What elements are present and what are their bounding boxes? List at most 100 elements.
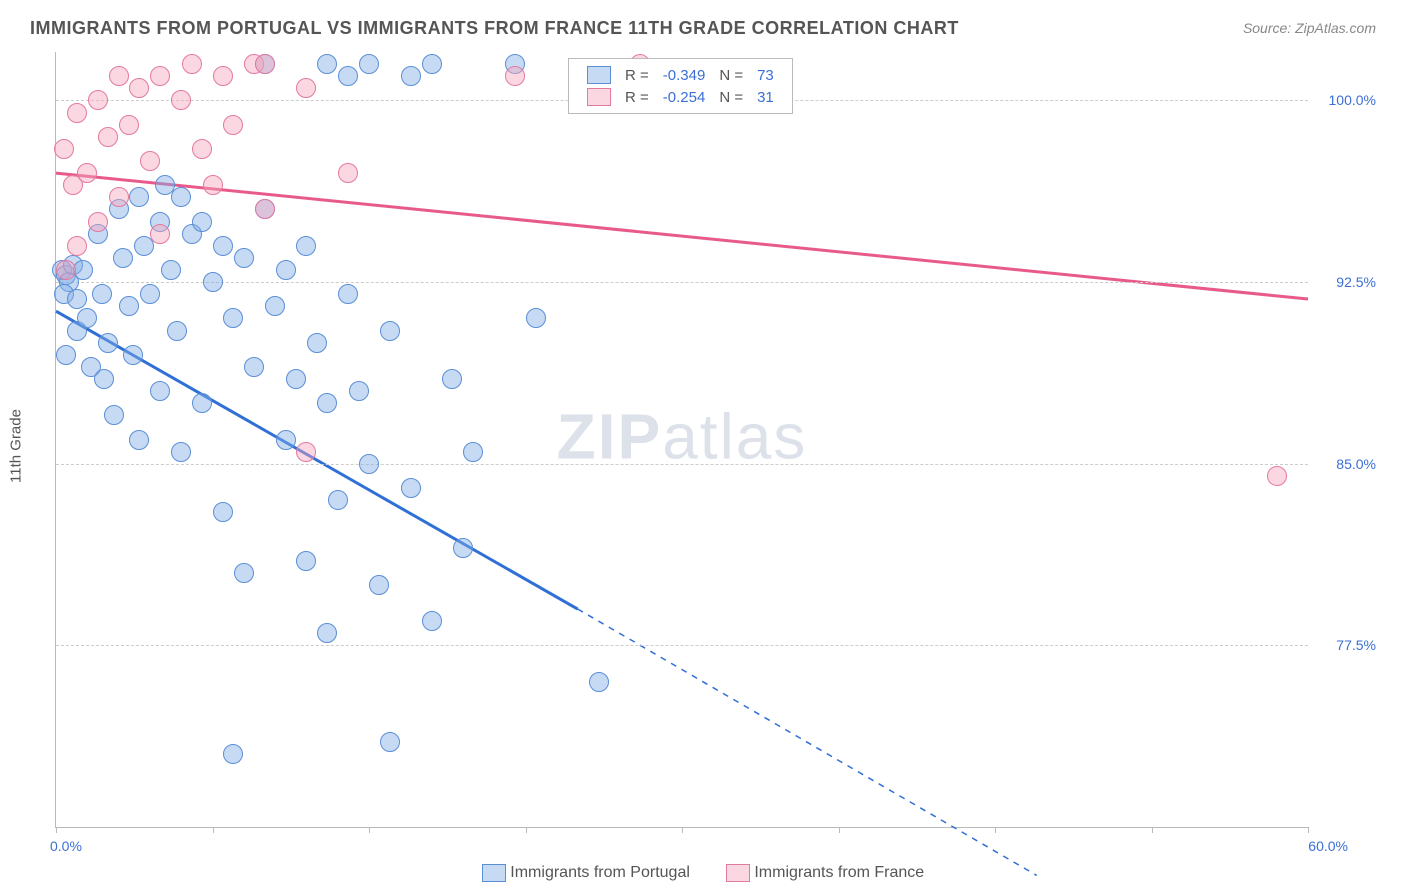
- regression-lines-layer: [56, 52, 1308, 827]
- data-point: [203, 175, 223, 195]
- x-min-label: 0.0%: [50, 838, 82, 854]
- y-tick-label: 92.5%: [1336, 274, 1376, 290]
- series-legend-item: Immigrants from France: [726, 864, 924, 882]
- data-point: [255, 54, 275, 74]
- stat-N-value: 31: [751, 87, 780, 107]
- plot-area: ZIPatlas R =-0.349N =73R =-0.254N =31 77…: [55, 52, 1308, 828]
- data-point: [98, 127, 118, 147]
- data-point: [192, 139, 212, 159]
- regression-line-solid: [56, 173, 1308, 299]
- data-point: [56, 260, 76, 280]
- data-point: [296, 236, 316, 256]
- stat-R-value: -0.254: [657, 87, 712, 107]
- x-tick: [995, 827, 996, 833]
- data-point: [104, 405, 124, 425]
- x-tick: [839, 827, 840, 833]
- data-point: [380, 321, 400, 341]
- source-attribution: Source: ZipAtlas.com: [1243, 20, 1376, 36]
- data-point: [223, 308, 243, 328]
- stats-legend-row: R =-0.349N =73: [581, 65, 780, 85]
- x-tick: [526, 827, 527, 833]
- data-point: [338, 66, 358, 86]
- data-point: [119, 296, 139, 316]
- stat-N-value: 73: [751, 65, 780, 85]
- series-label: Immigrants from Portugal: [510, 864, 690, 881]
- data-point: [213, 236, 233, 256]
- data-point: [317, 54, 337, 74]
- stat-R-label: R =: [619, 87, 655, 107]
- data-point: [1267, 466, 1287, 486]
- series-label: Immigrants from France: [754, 864, 924, 881]
- data-point: [77, 163, 97, 183]
- data-point: [359, 454, 379, 474]
- y-axis-label: 11th Grade: [8, 409, 25, 483]
- legend-swatch: [587, 88, 611, 106]
- data-point: [113, 248, 133, 268]
- data-point: [255, 199, 275, 219]
- data-point: [123, 345, 143, 365]
- data-point: [317, 623, 337, 643]
- gridline: [56, 645, 1308, 646]
- data-point: [77, 308, 97, 328]
- y-tick-label: 77.5%: [1336, 637, 1376, 653]
- data-point: [234, 248, 254, 268]
- data-point: [276, 260, 296, 280]
- data-point: [442, 369, 462, 389]
- data-point: [422, 54, 442, 74]
- data-point: [109, 66, 129, 86]
- data-point: [265, 296, 285, 316]
- data-point: [167, 321, 187, 341]
- legend-swatch: [587, 66, 611, 84]
- chart-title: IMMIGRANTS FROM PORTUGAL VS IMMIGRANTS F…: [30, 18, 959, 39]
- data-point: [223, 744, 243, 764]
- x-tick: [56, 827, 57, 833]
- data-point: [92, 284, 112, 304]
- data-point: [286, 369, 306, 389]
- data-point: [182, 54, 202, 74]
- x-tick: [213, 827, 214, 833]
- stats-legend-body: R =-0.349N =73R =-0.254N =31: [581, 65, 780, 107]
- data-point: [88, 90, 108, 110]
- x-tick: [1308, 827, 1309, 833]
- series-legend-item: Immigrants from Portugal: [482, 864, 690, 882]
- data-point: [140, 151, 160, 171]
- data-point: [67, 289, 87, 309]
- data-point: [129, 78, 149, 98]
- legend-swatch: [482, 864, 506, 882]
- data-point: [276, 430, 296, 450]
- data-point: [338, 163, 358, 183]
- y-tick-label: 85.0%: [1336, 456, 1376, 472]
- x-tick: [682, 827, 683, 833]
- data-point: [67, 103, 87, 123]
- gridline: [56, 282, 1308, 283]
- data-point: [67, 236, 87, 256]
- data-point: [98, 333, 118, 353]
- data-point: [223, 115, 243, 135]
- data-point: [328, 490, 348, 510]
- data-point: [150, 381, 170, 401]
- data-point: [369, 575, 389, 595]
- regression-line-dashed: [578, 609, 1037, 875]
- data-point: [422, 611, 442, 631]
- data-point: [150, 66, 170, 86]
- data-point: [140, 284, 160, 304]
- data-point: [359, 54, 379, 74]
- data-point: [380, 732, 400, 752]
- data-point: [401, 478, 421, 498]
- data-point: [129, 430, 149, 450]
- data-point: [244, 357, 264, 377]
- x-tick: [369, 827, 370, 833]
- data-point: [192, 393, 212, 413]
- legend-swatch: [726, 864, 750, 882]
- data-point: [56, 345, 76, 365]
- x-tick: [1152, 827, 1153, 833]
- data-point: [453, 538, 473, 558]
- gridline: [56, 464, 1308, 465]
- stat-R-value: -0.349: [657, 65, 712, 85]
- y-tick-label: 100.0%: [1329, 92, 1376, 108]
- data-point: [401, 66, 421, 86]
- data-point: [94, 369, 114, 389]
- data-point: [88, 212, 108, 232]
- stats-legend: R =-0.349N =73R =-0.254N =31: [568, 58, 793, 114]
- data-point: [526, 308, 546, 328]
